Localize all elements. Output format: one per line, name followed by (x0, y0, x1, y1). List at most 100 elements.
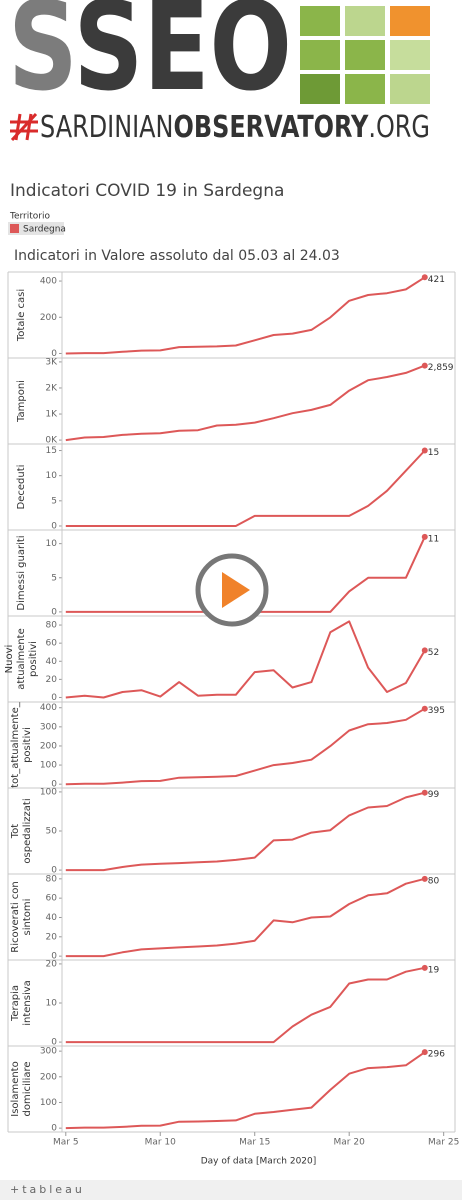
end-point (421, 447, 428, 454)
y-tick-label: 40 (46, 657, 58, 667)
panel-label: Tamponi (16, 380, 27, 422)
logo-square (390, 74, 430, 104)
data-line (65, 1051, 426, 1130)
data-label: 395 (428, 706, 445, 716)
y-tick-label: 0 (51, 521, 57, 531)
y-tick-label: 0 (51, 952, 57, 962)
data-label: 15 (428, 448, 439, 458)
y-tick-label: 0K (45, 436, 58, 446)
end-point (421, 705, 428, 712)
data-label: 80 (428, 876, 440, 886)
logo-word: .ORG (368, 110, 430, 145)
y-tick-label: 200 (40, 313, 57, 323)
x-tick-label: Mar 15 (239, 1138, 270, 1148)
y-tick-label: 200 (40, 741, 57, 751)
y-tick-label: 0 (51, 1124, 57, 1134)
y-tick-label: 20 (46, 675, 58, 685)
end-point (421, 1049, 428, 1056)
x-tick-label: Mar 10 (145, 1138, 177, 1148)
end-point (421, 875, 428, 882)
panel-label: Nuovi attualmente positivi (4, 628, 39, 690)
panel-label: Tot ospedalizzati (10, 798, 33, 864)
logo-word: OBSERVATORY (173, 110, 368, 145)
y-tick-label: 10 (46, 471, 58, 481)
legend-box (8, 222, 64, 235)
data-line (65, 364, 426, 442)
dashboard-title: Indicatori COVID 19 in Sardegna (10, 181, 284, 201)
chart-subtitle: Indicatori in Valore assoluto dal 05.03 … (14, 248, 340, 264)
y-tick-label: 5 (51, 496, 57, 506)
data-label: 99 (428, 790, 440, 800)
y-tick-label: 100 (40, 761, 57, 771)
y-tick-label: 20 (46, 932, 58, 942)
y-tick-label: 300 (40, 1047, 57, 1057)
logo-square (300, 74, 340, 104)
y-tick-label: 5 (51, 573, 57, 583)
play-icon (222, 572, 250, 608)
y-tick-label: 300 (40, 722, 57, 732)
y-tick-label: 200 (40, 1072, 57, 1082)
y-tick-label: 10 (46, 999, 58, 1009)
panel-label: Ricoverati con sintomi (10, 881, 33, 953)
panel-label: Deceduti (16, 464, 27, 510)
data-line (65, 877, 426, 958)
y-tick-label: 60 (46, 894, 58, 904)
footer-logo: +tableau (10, 1183, 85, 1196)
data-label: 2,859 (428, 363, 454, 373)
x-tick-label: Mar 25 (428, 1138, 459, 1148)
data-line (65, 707, 426, 786)
data-line (65, 966, 426, 1044)
panel-label: Dimessi guariti (16, 535, 27, 611)
logo-square (390, 40, 430, 70)
y-tick-label: 100 (40, 787, 57, 797)
panel-label: Terapia intensiva (10, 980, 33, 1026)
y-tick-label: 50 (46, 827, 58, 837)
x-axis-label: Day of data [March 2020] (201, 1157, 317, 1167)
y-tick-label: 0 (51, 349, 57, 359)
logo-square (345, 74, 385, 104)
y-tick-label: 400 (40, 277, 57, 287)
data-line (65, 449, 426, 527)
logo-square (390, 6, 430, 36)
play-button[interactable] (194, 552, 270, 628)
y-tick-label: 0 (51, 780, 57, 790)
data-label: 296 (428, 1050, 445, 1060)
end-point (421, 362, 428, 369)
y-tick-label: 40 (46, 913, 58, 923)
logo-square (345, 40, 385, 70)
legend-entry: Sardegna (23, 225, 66, 235)
y-tick-label: 0 (51, 607, 57, 617)
data-line (65, 620, 426, 699)
y-tick-label: 3K (45, 357, 58, 367)
end-point (421, 789, 428, 796)
logo-mark: SSEO (8, 0, 292, 118)
y-tick-label: 0 (51, 693, 57, 703)
y-tick-label: 20 (46, 959, 58, 969)
logo-square (300, 40, 340, 70)
y-tick-label: 400 (40, 703, 57, 713)
panel-label: Totale casi (16, 288, 27, 342)
end-point (421, 647, 428, 654)
x-tick-label: Mar 5 (53, 1138, 79, 1148)
x-tick-label: Mar 20 (334, 1138, 366, 1148)
data-line (65, 276, 426, 355)
y-tick-label: 60 (46, 639, 58, 649)
logo-line: SARDINIANOBSERVATORY.ORG (40, 110, 430, 145)
end-point (421, 533, 428, 540)
footer-bar (0, 1180, 462, 1200)
logo-word: SARDINIAN (40, 110, 173, 145)
data-line (65, 791, 426, 872)
y-tick-label: 15 (46, 446, 57, 456)
panel-label: Isolamento domiciliare (10, 1061, 33, 1117)
y-tick-label: 80 (46, 874, 58, 884)
legend-title: Territorio (9, 212, 50, 222)
end-point (421, 274, 428, 281)
y-tick-label: 100 (40, 1098, 57, 1108)
legend-swatch (10, 224, 19, 233)
logo-squares (300, 6, 430, 104)
data-label: 11 (428, 534, 439, 544)
logo-square (300, 6, 340, 36)
y-tick-label: 0 (51, 866, 57, 876)
